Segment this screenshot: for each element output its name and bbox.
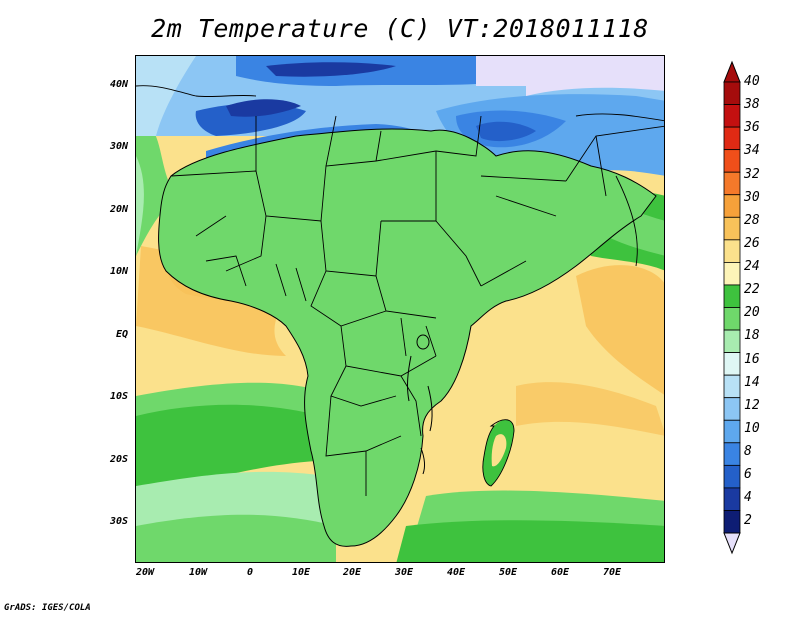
colorbar-tick-label: 22 bbox=[744, 282, 760, 298]
colorbar-swatch bbox=[723, 374, 741, 399]
lon-label: 70E bbox=[602, 567, 622, 578]
colorbar-tick-label: 6 bbox=[744, 467, 752, 483]
lat-label: 20N bbox=[109, 204, 128, 215]
lakes bbox=[407, 334, 433, 475]
colorbar-tick-label: 28 bbox=[744, 212, 760, 228]
colorbar-swatch bbox=[723, 239, 741, 263]
lon-label: 40E bbox=[446, 567, 466, 578]
colorbar-swatch bbox=[723, 442, 741, 466]
colorbar-tick-label: 26 bbox=[744, 235, 760, 251]
colorbar-swatch bbox=[723, 419, 741, 444]
lon-label: 0 bbox=[246, 567, 254, 578]
colorbar-under-arrow bbox=[723, 532, 741, 555]
lat-label: 20S bbox=[109, 454, 128, 465]
lon-label: 20E bbox=[342, 567, 362, 578]
lon-label: 60E bbox=[550, 567, 570, 578]
colorbar-tick-label: 18 bbox=[744, 328, 760, 344]
lat-label: 10S bbox=[109, 391, 128, 402]
colorbar-swatch bbox=[723, 464, 741, 489]
lat-label: 30N bbox=[109, 141, 128, 152]
colorbar-swatch bbox=[723, 307, 741, 331]
lon-label: 50E bbox=[498, 567, 518, 578]
colorbar-swatch bbox=[723, 284, 741, 308]
lon-label: 10E bbox=[291, 567, 311, 578]
grads-credit: GrADS: IGES/COLA bbox=[4, 603, 91, 613]
colorbar-swatch bbox=[723, 261, 741, 286]
colorbar-tick-label: 4 bbox=[744, 490, 752, 506]
colorbar-swatch bbox=[723, 329, 741, 353]
temperature-map bbox=[135, 55, 665, 563]
map-canvas bbox=[136, 56, 664, 562]
colorbar-tick-label: 30 bbox=[744, 189, 760, 205]
colorbar-swatch bbox=[723, 510, 741, 534]
colorbar-tick-label: 20 bbox=[744, 305, 760, 321]
lon-label: 30E bbox=[394, 567, 414, 578]
colorbar-swatch bbox=[723, 81, 741, 105]
colorbar-swatch bbox=[723, 352, 741, 376]
lat-label: 10N bbox=[109, 266, 128, 277]
country-borders bbox=[136, 85, 664, 547]
colorbar-swatch bbox=[723, 216, 741, 241]
lat-label: 30S bbox=[109, 516, 128, 527]
colorbar-tick-label: 24 bbox=[744, 259, 760, 275]
colorbar-tick-label: 12 bbox=[744, 397, 760, 413]
colorbar-swatch bbox=[723, 194, 741, 218]
colorbar-swatch bbox=[723, 149, 741, 173]
colorbar-swatch bbox=[723, 126, 741, 151]
colorbar-over-arrow bbox=[723, 60, 741, 83]
colorbar-tick-label: 16 bbox=[744, 351, 760, 367]
chart-title: 2m Temperature (C) VT:2018011118 bbox=[151, 14, 649, 43]
atlantic-west-green bbox=[136, 116, 176, 256]
colorbar-swatch bbox=[723, 487, 741, 511]
lat-label: EQ bbox=[115, 329, 128, 340]
colorbar-tick-label: 10 bbox=[744, 420, 760, 436]
lat-label: 40N bbox=[109, 79, 128, 90]
colorbar-swatch bbox=[723, 397, 741, 421]
colorbar-tick-label: 8 bbox=[744, 444, 752, 460]
lon-label: 10W bbox=[188, 567, 208, 578]
colorbar-tick-label: 34 bbox=[744, 143, 760, 159]
colorbar-tick-label: 32 bbox=[744, 166, 760, 182]
colorbar-swatch bbox=[723, 171, 741, 196]
colorbar-swatch bbox=[723, 104, 741, 128]
colorbar-tick-label: 14 bbox=[744, 374, 760, 390]
lon-label: 20W bbox=[135, 567, 155, 578]
colorbar-tick-label: 38 bbox=[744, 97, 760, 113]
colorbar-tick-label: 2 bbox=[744, 513, 752, 529]
colorbar-tick-label: 36 bbox=[744, 120, 760, 136]
colorbar-tick-label: 40 bbox=[744, 74, 760, 89]
